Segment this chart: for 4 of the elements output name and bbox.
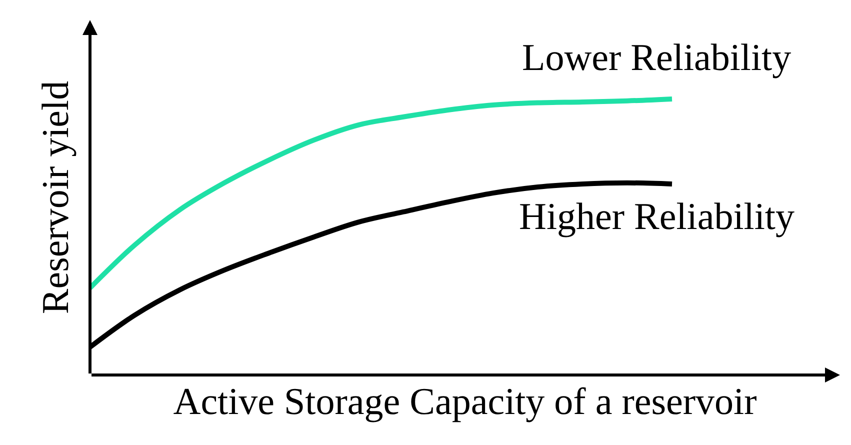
x-axis-title: Active Storage Capacity of a reservoir — [173, 381, 758, 424]
series-label: Higher Reliability — [519, 196, 794, 238]
y-axis-title: Reservoir yield — [35, 80, 78, 314]
series-label: Lower Reliability — [522, 37, 792, 79]
